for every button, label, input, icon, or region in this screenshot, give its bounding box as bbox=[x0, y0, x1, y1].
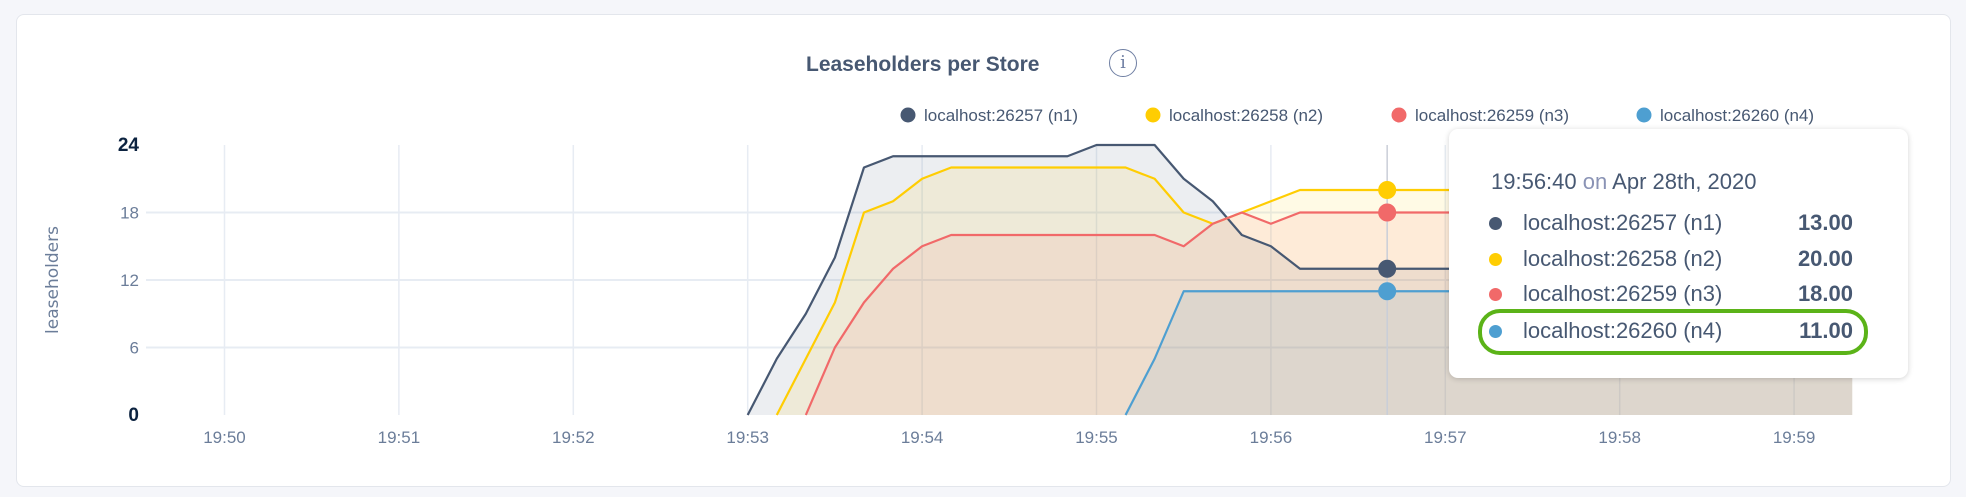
tooltip-series-label: localhost:26259 (n3) bbox=[1523, 281, 1723, 306]
legend-dot-icon bbox=[1391, 107, 1407, 123]
chart-tooltip: 19:56:40 on Apr 28th, 2020 localhost:262… bbox=[1449, 129, 1908, 378]
series-line bbox=[775, 166, 1853, 416]
y-tick-label: 18 bbox=[120, 204, 139, 223]
legend-dot-icon bbox=[1145, 107, 1161, 123]
y-axis-label: leaseholders bbox=[43, 226, 63, 334]
tooltip-row: localhost:26259 (n3) 18.00 bbox=[1483, 279, 1853, 309]
x-tick-label: 19:55 bbox=[1075, 428, 1118, 447]
x-tick-label: 19:57 bbox=[1424, 428, 1467, 447]
y-tick-label: 12 bbox=[120, 271, 139, 290]
tooltip-series-value: 11.00 bbox=[1799, 318, 1853, 343]
series-dot-icon bbox=[1489, 217, 1502, 230]
y-tick-label: 24 bbox=[118, 135, 140, 156]
x-tick-label: 19:56 bbox=[1250, 428, 1293, 447]
tooltip-series-value: 20.00 bbox=[1797, 246, 1853, 271]
x-tick-label: 19:50 bbox=[203, 428, 246, 447]
tooltip-series-label: localhost:26260 (n4) bbox=[1523, 318, 1723, 343]
tooltip-title: 19:56:40 on Apr 28th, 2020 bbox=[1491, 169, 1757, 195]
hover-marker bbox=[1378, 259, 1397, 278]
legend-label: localhost:26258 (n2) bbox=[1169, 106, 1323, 125]
tooltip-series-label: localhost:26258 (n2) bbox=[1523, 246, 1723, 271]
legend-label: localhost:26260 (n4) bbox=[1660, 106, 1814, 125]
x-tick-label: 19:51 bbox=[378, 428, 421, 447]
tooltip-series-value: 18.00 bbox=[1797, 281, 1853, 306]
legend-dot-icon bbox=[900, 107, 916, 123]
series-dot-icon bbox=[1489, 288, 1502, 301]
x-tick-label: 19:59 bbox=[1773, 428, 1816, 447]
tooltip-series-value: 13.00 bbox=[1797, 210, 1853, 235]
x-tick-label: 19:58 bbox=[1598, 428, 1641, 447]
tooltip-date: Apr 28th, 2020 bbox=[1612, 169, 1757, 194]
hover-marker bbox=[1378, 203, 1397, 222]
legend-label: localhost:26259 (n3) bbox=[1415, 106, 1569, 125]
tooltip-row: localhost:26257 (n1) 13.00 bbox=[1483, 208, 1853, 238]
x-tick-label: 19:53 bbox=[726, 428, 769, 447]
highlight-outline bbox=[1478, 309, 1868, 355]
series-dot-icon bbox=[1489, 253, 1502, 266]
hover-marker bbox=[1378, 282, 1397, 301]
info-icon[interactable]: i bbox=[1109, 49, 1137, 77]
x-tick-label: 19:54 bbox=[901, 428, 944, 447]
legend-label: localhost:26257 (n1) bbox=[924, 106, 1078, 125]
y-tick-label: 6 bbox=[130, 339, 139, 358]
legend-dot-icon bbox=[1636, 107, 1652, 123]
tooltip-series-label: localhost:26257 (n1) bbox=[1523, 210, 1723, 235]
tooltip-time: 19:56:40 bbox=[1491, 169, 1577, 194]
tooltip-on: on bbox=[1582, 169, 1608, 194]
chart-title: Leaseholders per Store bbox=[806, 53, 1040, 76]
y-tick-label: 0 bbox=[128, 405, 139, 426]
x-tick-label: 19:52 bbox=[552, 428, 595, 447]
tooltip-row: localhost:26258 (n2) 20.00 bbox=[1483, 244, 1853, 274]
hover-marker bbox=[1378, 181, 1397, 199]
series-line bbox=[804, 211, 1853, 416]
tooltip-row: localhost:26260 (n4) 11.00 bbox=[1483, 316, 1853, 346]
